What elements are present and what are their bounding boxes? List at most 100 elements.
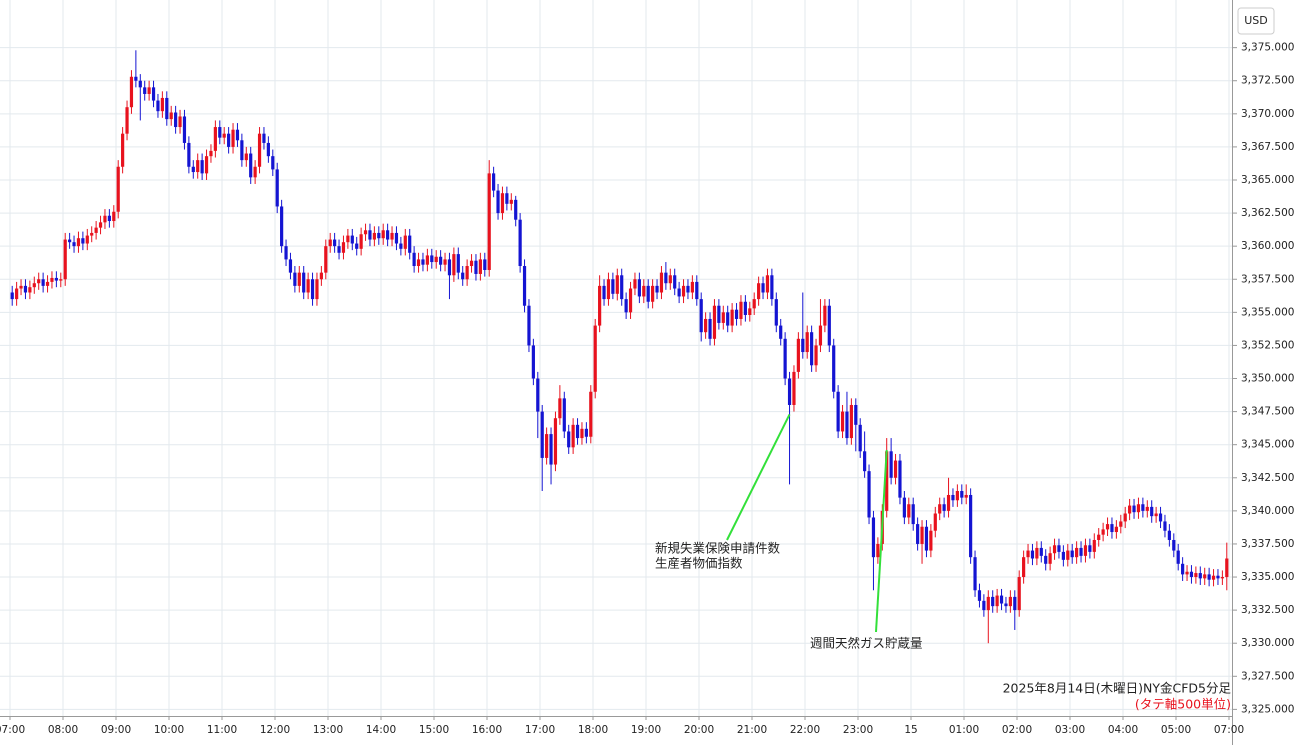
candle-body [37, 279, 41, 284]
y-tick-label: 3,325.000 [1241, 703, 1294, 715]
candle-body [783, 338, 787, 379]
candle-body [704, 318, 708, 333]
candle-body [244, 153, 248, 161]
candle-body [942, 504, 946, 511]
candle-body [262, 133, 266, 143]
candle-body [651, 285, 655, 302]
candle-body [721, 312, 725, 323]
candle-body [271, 156, 275, 170]
candle-body [416, 259, 421, 267]
candle-body [76, 238, 81, 247]
candle-body [469, 260, 474, 267]
candle-body [266, 142, 270, 157]
candle-body [734, 309, 739, 319]
candle-body [302, 272, 306, 293]
candle-body [902, 497, 906, 518]
y-tick-label: 3,342.500 [1241, 472, 1294, 484]
candle-body [818, 325, 823, 346]
candle-body [655, 285, 659, 293]
y-tick-label: 3,345.000 [1241, 439, 1294, 451]
candle-body [377, 232, 381, 239]
candle-body [45, 281, 50, 286]
annotation: 生産者物価指数 [655, 556, 743, 571]
candle-body [341, 242, 346, 253]
currency-box [1237, 7, 1275, 35]
candle-body [284, 246, 288, 260]
candle-body [103, 215, 107, 223]
candle-body [81, 238, 85, 244]
candle-body [156, 100, 160, 112]
candle-body [1211, 575, 1216, 580]
candle-body [425, 255, 429, 265]
candle-body [916, 524, 920, 544]
candle-body [1141, 504, 1145, 511]
candle-body [1110, 524, 1114, 533]
candle-body [227, 133, 231, 147]
candle-body [200, 160, 204, 174]
candle-body [182, 116, 187, 143]
y-tick-label: 3,365.000 [1241, 174, 1294, 186]
candle-body [633, 279, 637, 289]
candle-body [465, 266, 469, 280]
candle-body [421, 259, 425, 265]
candle-body [717, 305, 721, 323]
y-tick-label: 3,362.500 [1241, 207, 1294, 219]
x-tick-label: 08:00 [48, 724, 78, 736]
candle-body [580, 428, 584, 439]
x-tick-label: 03:00 [1055, 724, 1085, 736]
candle-body [1216, 575, 1220, 579]
candle-body [165, 97, 169, 120]
candle-body [222, 133, 226, 138]
candle-body [196, 160, 200, 173]
candle-body [1203, 574, 1207, 579]
candle-body [1220, 577, 1224, 579]
x-tick-label: 13:00 [313, 724, 343, 736]
x-tick-label: 09:00 [101, 724, 131, 736]
candle-body [876, 543, 880, 558]
x-tick-label: 21:00 [737, 724, 767, 736]
annotation: 週間天然ガス貯蔵量 [810, 636, 923, 651]
candle-body [624, 299, 628, 313]
candle-body [531, 345, 535, 379]
candle-body [911, 504, 915, 525]
candle-body [1066, 550, 1070, 560]
candle-body [779, 325, 783, 339]
x-tick-label: 18:00 [578, 724, 608, 736]
candle-body [178, 116, 182, 128]
candle-body [1225, 558, 1229, 578]
candle-body [1145, 506, 1149, 511]
candle-body [169, 112, 173, 120]
currency-label: USD [1244, 14, 1268, 27]
candle-body [187, 142, 191, 167]
caption: 2025年8月14日(木曜日)NY金CFD5分足 [1003, 681, 1232, 696]
candle-body [642, 285, 646, 297]
candle-body [712, 305, 717, 339]
candle-body [386, 230, 390, 240]
candle-body [545, 434, 549, 458]
y-tick-label: 3,350.000 [1241, 373, 1294, 385]
candle-body [757, 283, 761, 300]
x-tick-label: 05:00 [1161, 724, 1191, 736]
candle-body [977, 590, 982, 601]
candle-body [191, 166, 195, 173]
candle-body [699, 299, 703, 333]
candle-body [478, 259, 482, 274]
candle-body [143, 87, 147, 94]
annotation: 新規失業保険申請件数 [655, 541, 781, 556]
annotation-line [875, 450, 888, 633]
candle-body [1198, 573, 1202, 579]
x-tick-label: 11:00 [207, 724, 237, 736]
candle-body [628, 288, 633, 313]
candle-body [447, 259, 452, 276]
candle-body [293, 272, 297, 286]
x-tick-label: 15 [904, 724, 917, 736]
candle-body [893, 460, 898, 478]
candle-body [964, 494, 968, 498]
candle-body [257, 133, 262, 167]
candle-body [1075, 547, 1079, 558]
candle-body [920, 526, 924, 544]
candle-body [514, 199, 518, 220]
x-tick-label: 16:00 [472, 724, 502, 736]
candle-body [575, 424, 580, 439]
candle-body [1114, 526, 1118, 533]
